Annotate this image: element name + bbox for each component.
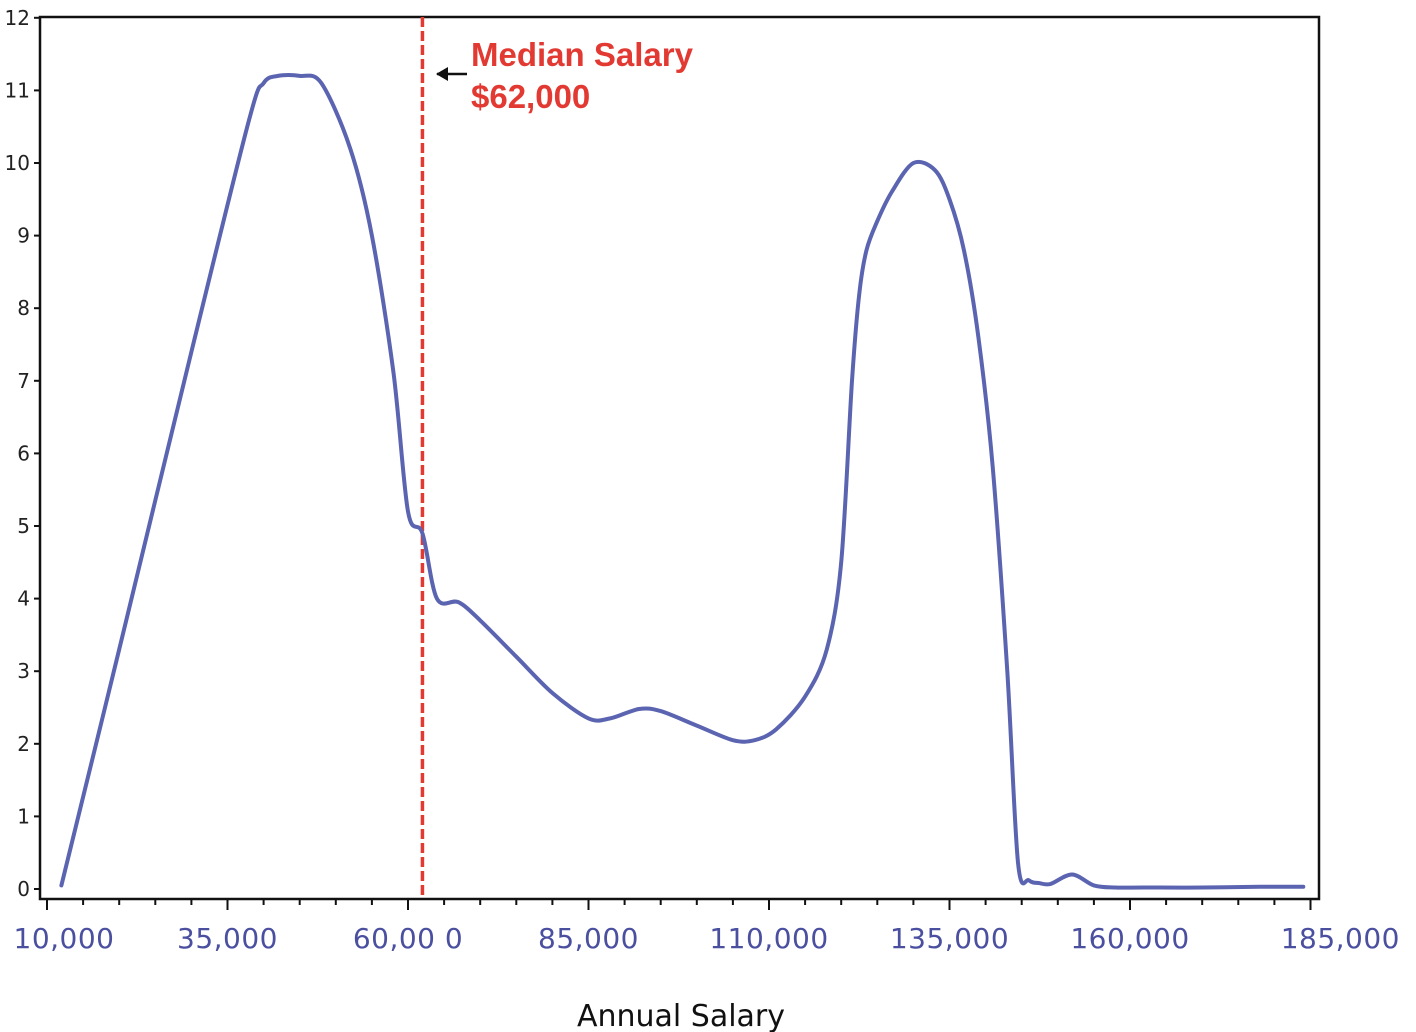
- y-tick-label: 8: [17, 296, 30, 320]
- y-tick-label: 2: [17, 732, 30, 756]
- y-tick-label: 4: [17, 587, 30, 611]
- y-tick-label: 3: [17, 659, 30, 683]
- y-tick-label: 12: [5, 6, 30, 30]
- x-tick-label: 85,000: [538, 922, 639, 955]
- y-tick-label: 10: [5, 151, 30, 175]
- x-tick-label: 185,000: [1281, 922, 1400, 955]
- plot-frame: [38, 15, 1321, 901]
- x-tick-label: 35,000: [177, 922, 278, 955]
- y-tick-label: 5: [17, 514, 30, 538]
- x-tick-label: 10,000: [14, 922, 115, 955]
- x-tick-label: 110,000: [709, 922, 828, 955]
- y-tick-label: 7: [17, 369, 30, 393]
- salary-density-line: [59, 73, 1306, 890]
- y-tick-label: 11: [5, 78, 30, 102]
- median-label-value: $62,000: [471, 78, 590, 115]
- y-tick-label: 0: [17, 877, 30, 901]
- y-tick-label: 6: [17, 441, 30, 465]
- x-axis: 10,000 35,000 60,00 0 85,000 110,000 135,000 1…: [14, 899, 1400, 955]
- x-tick-label: 135,000: [890, 922, 1009, 955]
- x-axis-label: Annual Salary: [577, 999, 785, 1032]
- y-tick-label: 9: [17, 224, 30, 248]
- median-label-title: Median Salary: [471, 36, 694, 73]
- x-tick-label: 60,00 0: [353, 922, 463, 955]
- y-tick-label: 1: [17, 804, 30, 828]
- median-arrow: [436, 67, 467, 81]
- x-tick-label: 160,000: [1070, 922, 1189, 955]
